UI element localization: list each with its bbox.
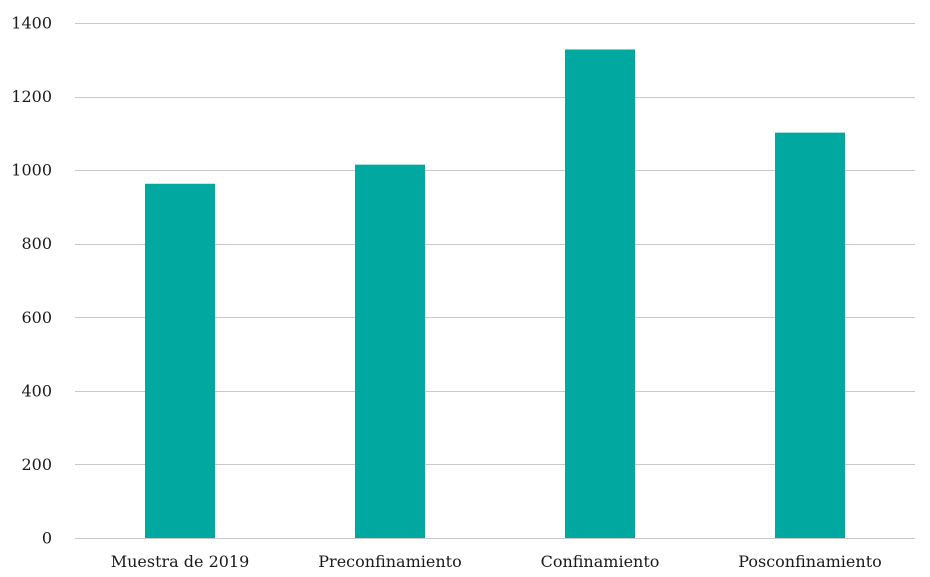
bar-3 (565, 49, 635, 538)
bar-2 (355, 164, 425, 538)
y-tick-label: 1000 (11, 161, 52, 180)
y-tick-label: 800 (21, 234, 52, 253)
y-tick-label: 0 (42, 529, 52, 548)
y-tick-label: 1200 (11, 87, 52, 106)
y-tick-label: 600 (21, 308, 52, 327)
bar-1 (145, 183, 215, 538)
bars (145, 49, 845, 538)
y-tick-label: 1400 (11, 14, 52, 33)
y-tick-label: 200 (21, 455, 52, 474)
x-axis-tick-labels: Muestra de 2019 Preconfinamiento Confinami… (111, 552, 882, 571)
x-tick-label: Posconfinamiento (738, 552, 882, 571)
x-tick-label: Confinamiento (541, 552, 660, 571)
y-axis-tick-labels: 0 200 400 600 800 1000 1200 1400 (11, 14, 52, 548)
x-tick-label: Preconfinamiento (318, 552, 461, 571)
y-tick-label: 400 (21, 381, 52, 400)
bar-4 (775, 132, 845, 538)
x-tick-label: Muestra de 2019 (111, 552, 250, 571)
